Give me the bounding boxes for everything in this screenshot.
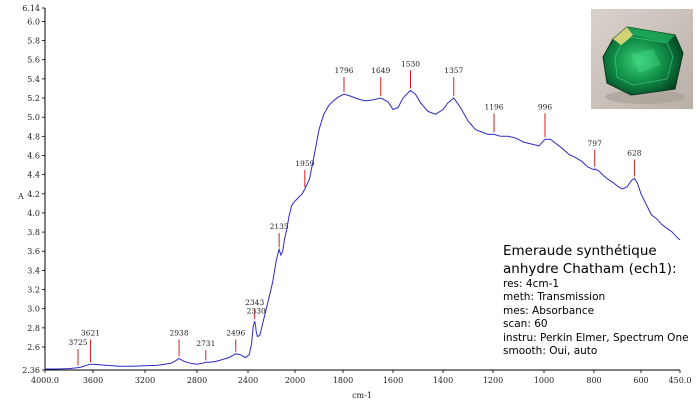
y-tick-label: 4.4 — [27, 171, 40, 180]
peak-label: 1796 — [334, 66, 353, 75]
y-tick-label: 3.4 — [27, 266, 40, 275]
x-tick-label: 3600 — [83, 376, 103, 385]
peak-label: 628 — [627, 148, 642, 157]
y-tick-label: 2.36 — [22, 366, 40, 375]
y-tick-label: 5.8 — [27, 37, 40, 46]
peak-label: 996 — [538, 102, 553, 111]
x-tick-label: 1800 — [333, 376, 353, 385]
x-tick-label: 1400 — [433, 376, 453, 385]
peak-label: 797 — [588, 139, 603, 148]
peak-label: 1530 — [401, 59, 420, 68]
y-tick-label: 3.8 — [27, 228, 40, 237]
y-tick-label: 4.6 — [27, 151, 40, 160]
info-scans: scan: 60 — [503, 318, 548, 331]
y-tick-label: 5.0 — [27, 113, 40, 122]
x-tick-label: 2000 — [285, 376, 305, 385]
spectrum-line — [45, 89, 681, 370]
absorbance-series — [45, 89, 681, 370]
y-tick-label: 5.6 — [27, 56, 40, 65]
y-tick-label: 4.8 — [27, 132, 40, 141]
x-tick-label: 3200 — [135, 376, 155, 385]
x-tick-label: 1000 — [534, 376, 554, 385]
peak-label: 2330 — [247, 306, 266, 315]
y-tick-label: 4.2 — [27, 190, 40, 199]
x-tick-label: 2400 — [238, 376, 258, 385]
y-tick-label: 3.2 — [27, 286, 40, 295]
x-tick-label: 450.0 — [669, 376, 692, 385]
sample-info-panel: Emeraude synthétique anhydre Chatham (ec… — [503, 242, 698, 358]
x-axis-ticks: 4000.0 3600 3200 2800 2400 2000 1800 1600 1400 12… — [31, 370, 691, 385]
y-tick-label: 4.0 — [27, 209, 40, 218]
x-axis-title: cm-1 — [352, 391, 372, 400]
peak-label: 1959 — [295, 159, 314, 168]
y-tick-label: 5.4 — [27, 75, 40, 84]
peak-label: 1649 — [371, 66, 390, 75]
info-method: meth: Transmission — [503, 291, 606, 304]
y-tick-label: 6.0 — [27, 17, 40, 26]
x-tick-label: 1600 — [383, 376, 403, 385]
sample-title-line1: Emeraude synthétique — [503, 243, 657, 259]
peak-label: 2496 — [226, 328, 245, 337]
sample-title-line2: anhydre Chatham (ech1): — [503, 261, 677, 277]
peak-label: 1357 — [444, 66, 463, 75]
x-tick-label: 4000.0 — [31, 376, 59, 385]
x-tick-label: 1200 — [483, 376, 503, 385]
info-smoothing: smooth: Oui, auto — [503, 345, 598, 358]
x-tick-label: 600 — [633, 376, 648, 385]
plot-axes — [44, 8, 680, 371]
y-tick-label: 3.0 — [27, 305, 40, 314]
x-tick-label: 800 — [586, 376, 601, 385]
y-axis-ticks: 2.36 2.6 2.8 3.0 3.2 3.4 3.6 3.8 4.0 4.2 4.4 4.6 4.8… — [22, 4, 45, 375]
y-tick-label: 2.6 — [27, 343, 40, 352]
emerald-gem-photo — [591, 9, 693, 109]
y-tick-label: 5.2 — [27, 94, 40, 103]
peak-label: 2343 — [245, 298, 264, 307]
y-axis-title: A — [17, 192, 24, 201]
info-measure: mes: Absorbance — [503, 304, 595, 317]
y-tick-label: 3.6 — [27, 247, 40, 256]
info-resolution: res: 4cm-1 — [503, 278, 560, 290]
peak-label: 2938 — [170, 328, 189, 337]
peak-label: 2135 — [270, 222, 289, 231]
info-instrument: instru: Perkin Elmer, Spectrum One — [503, 331, 689, 344]
peak-label: 3725 — [68, 338, 87, 347]
y-tick-label: 6.14 — [22, 4, 40, 13]
y-tick-label: 2.8 — [27, 324, 40, 333]
peak-label: 3621 — [81, 328, 100, 337]
x-tick-label: 2800 — [187, 376, 207, 385]
peak-label: 2731 — [196, 339, 215, 348]
peak-label: 1196 — [484, 102, 503, 111]
